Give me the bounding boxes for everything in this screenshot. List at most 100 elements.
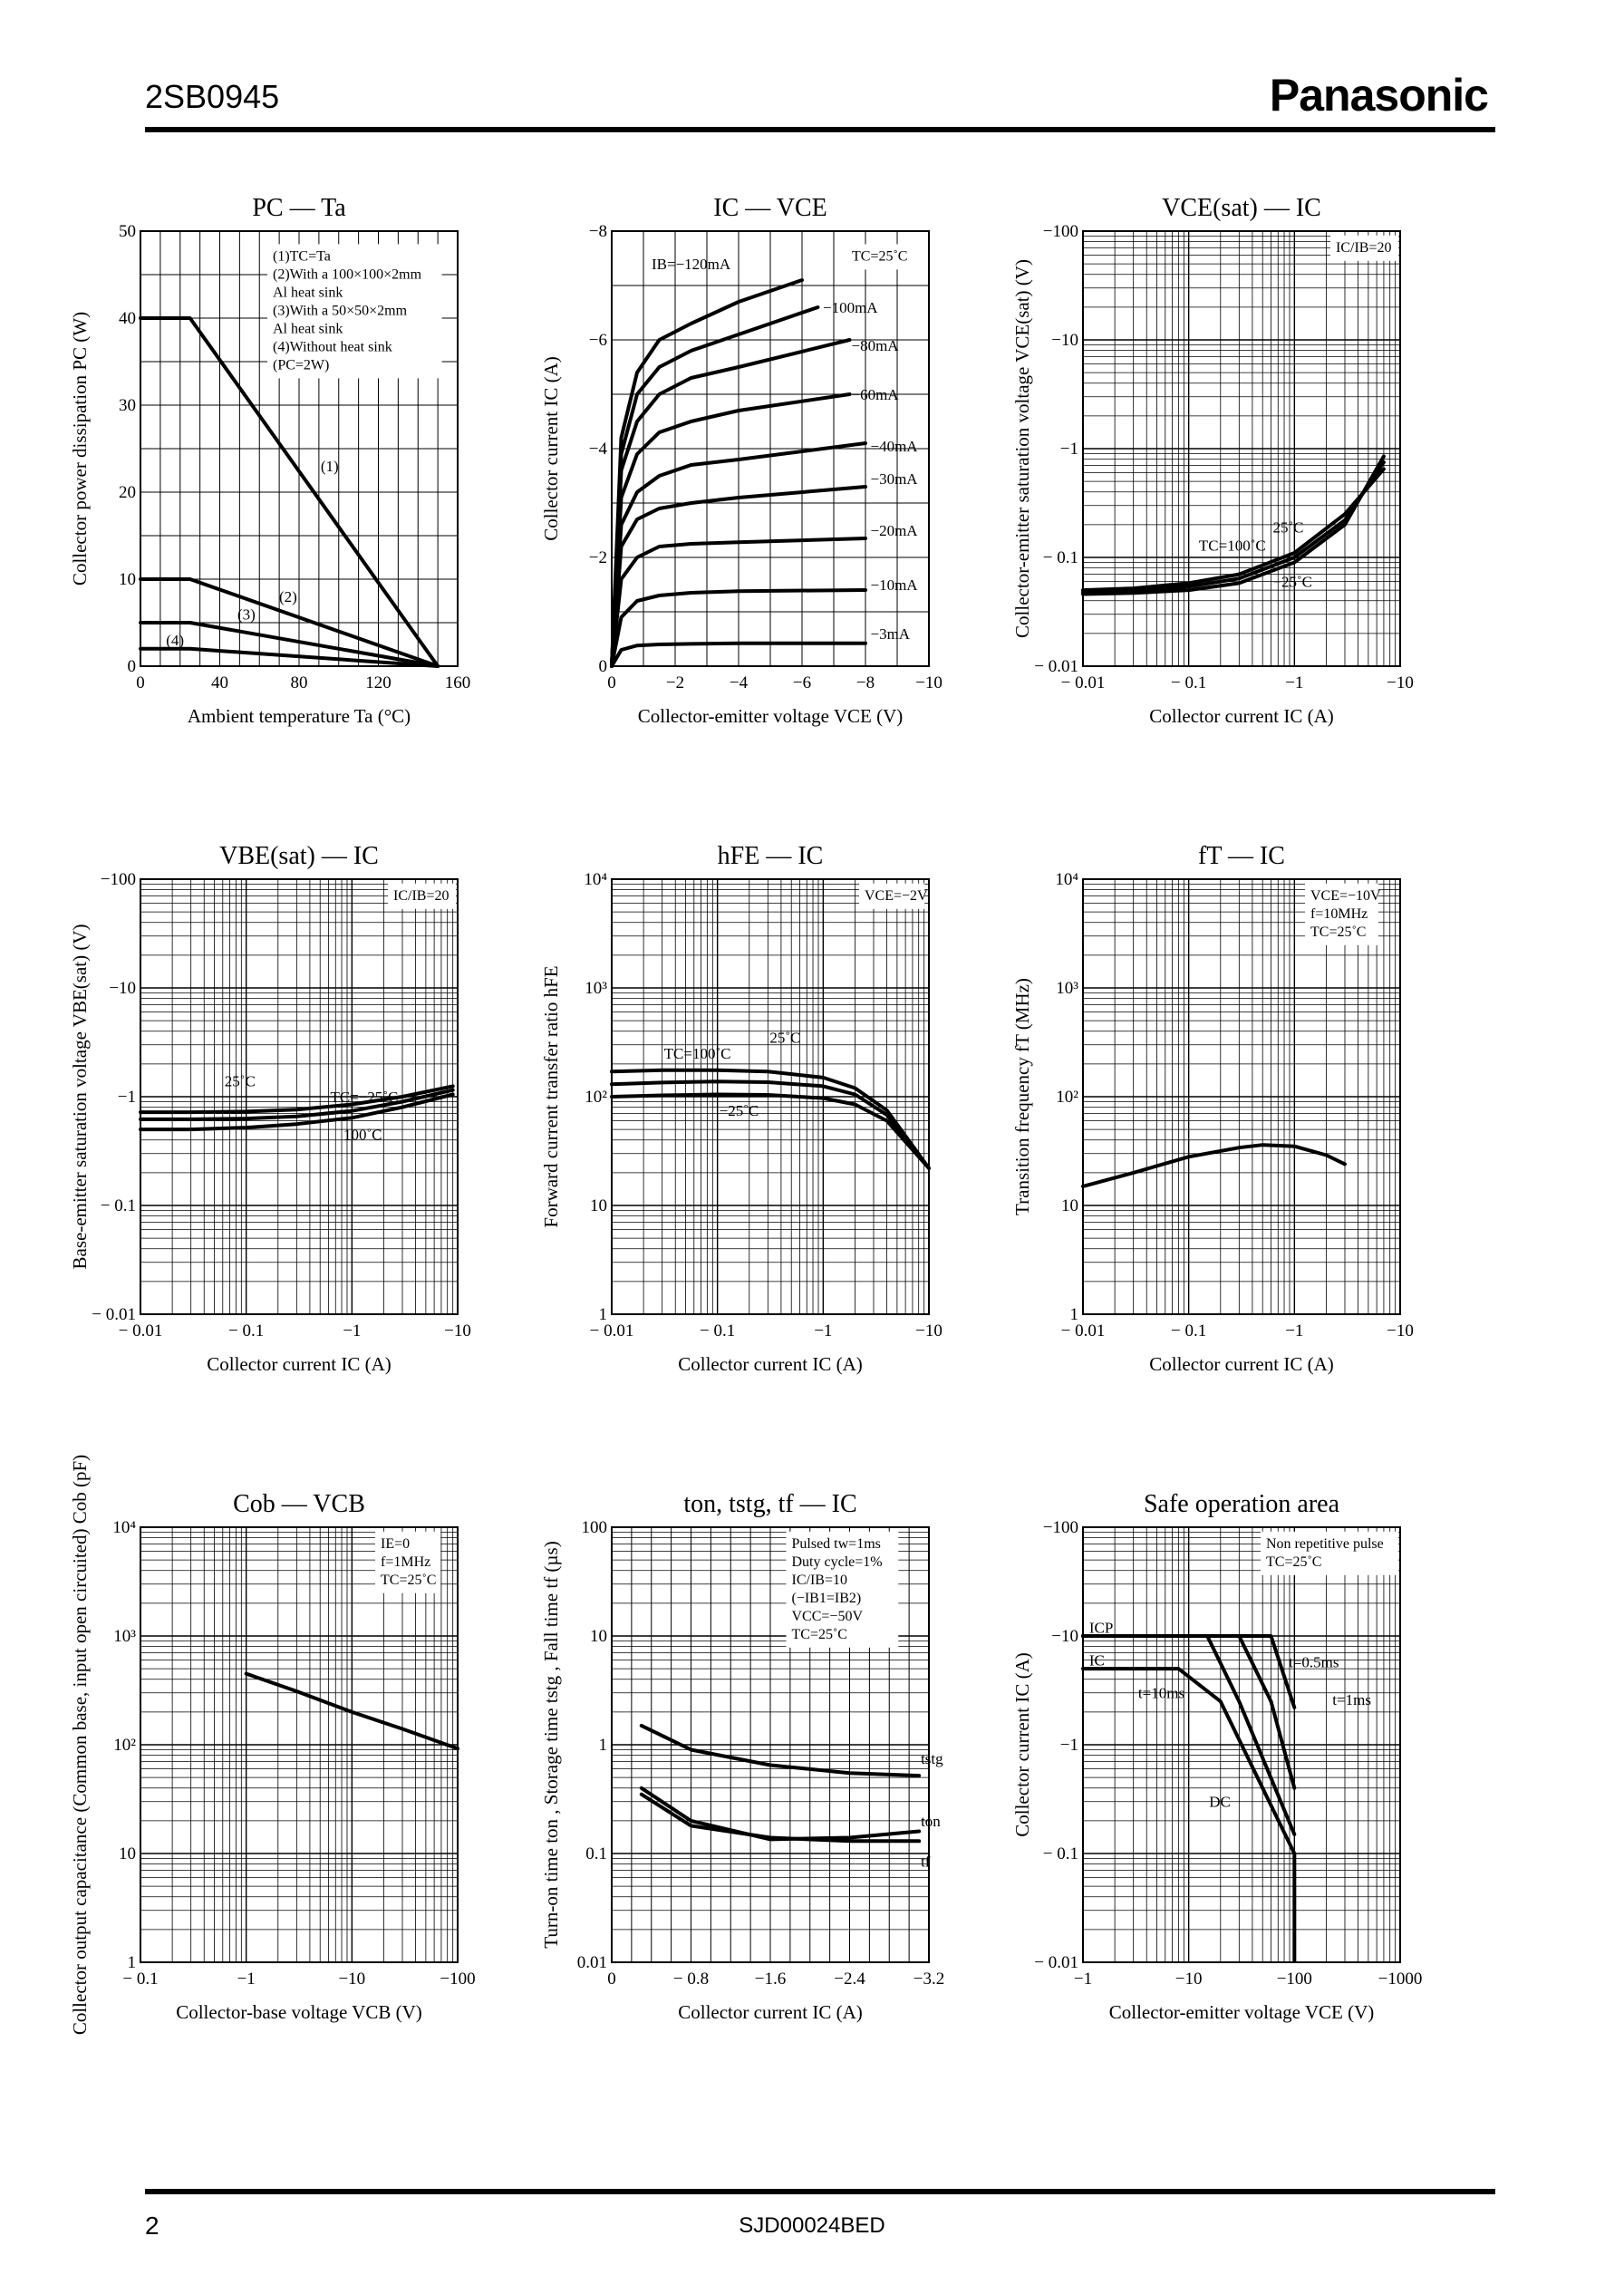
- y-tick-label: 100: [582, 1518, 608, 1537]
- y-tick-label: 10²: [113, 1736, 136, 1755]
- series-label: (4): [166, 632, 184, 649]
- x-tick-label: 80: [291, 673, 308, 692]
- chart-title: hFE — IC: [718, 842, 824, 870]
- y-tick-label: 10⁴: [584, 870, 607, 889]
- grid: [1082, 231, 1400, 667]
- y-tick-label: 10: [1061, 1196, 1078, 1215]
- series-line: [1081, 460, 1386, 595]
- y-tick-label: 0: [599, 657, 608, 676]
- x-tick-label: 160: [445, 673, 471, 692]
- y-tick-label: −6: [589, 331, 607, 350]
- y-tick-label: −1: [118, 1088, 136, 1107]
- y-axis-label: Base-emitter saturation voltage VBE(sat)…: [69, 924, 91, 1269]
- grid: [612, 1527, 929, 1963]
- x-axis-label: Collector-emitter voltage VCE (V): [1109, 2001, 1375, 2023]
- y-tick-label: 10⁴: [1055, 870, 1078, 889]
- y-tick-label: 10²: [585, 1088, 607, 1107]
- series-label: −25˚C: [720, 1102, 759, 1119]
- series-line: [139, 621, 440, 668]
- series-label: tstg: [921, 1750, 943, 1767]
- series-label: 25˚C: [1272, 519, 1303, 537]
- y-tick-label: − 0.01: [1034, 657, 1078, 676]
- y-tick-label: −10: [1051, 1627, 1078, 1646]
- chart-ic-vce: IC — VCE 0 −2 −4 −6 −8 −10 0 −2 −4 −6 −8 Collector-e…: [540, 194, 942, 727]
- x-tick-label: −6: [793, 673, 811, 692]
- x-axis-label: Ambient temperature Ta (°C): [188, 705, 411, 727]
- chart-title: Safe operation area: [1144, 1490, 1340, 1518]
- x-tick-label: −1: [1285, 1321, 1303, 1341]
- chart-ft-ic: fT — IC − 0.01 − 0.1 −1 −10 1 10 10² 10³ 10⁴ Colle…: [1011, 842, 1414, 1375]
- plot-frame: [1082, 230, 1401, 667]
- x-tick-label: −10: [1175, 1970, 1203, 1989]
- series-line: [610, 641, 867, 668]
- series-line: [139, 316, 440, 668]
- plot-frame: [140, 1526, 459, 1963]
- x-tick-label: −1000: [1378, 1970, 1423, 1989]
- x-tick-label: 120: [365, 673, 392, 692]
- y-axis-label: Transition frequency fT (MHz): [1011, 978, 1033, 1215]
- document-id: SJD00024BED: [739, 2213, 885, 2238]
- chart-cob-vcb: Cob — VCB − 0.1 −1 −10 −100 1 10 10² 10³ 10⁴ Colle…: [69, 1455, 476, 2035]
- chart-pc-ta: PC — Ta 0 40 80 120 160 0 10 20 30 40 50 Ambient tem…: [69, 194, 471, 727]
- x-tick-label: − 0.1: [1171, 673, 1206, 692]
- series-label: (3): [237, 605, 256, 623]
- y-tick-label: 0.1: [585, 1844, 607, 1863]
- series-line: [610, 338, 852, 668]
- series-label: 25˚C: [225, 1072, 256, 1089]
- legend-box: [267, 244, 442, 379]
- x-axis-label: Collector current IC (A): [1149, 1353, 1334, 1375]
- grid: [140, 1527, 458, 1963]
- y-tick-label: 0: [128, 657, 137, 676]
- x-tick-label: −1.6: [755, 1970, 786, 1989]
- y-tick-label: −1: [1060, 440, 1078, 459]
- series-label: −80mA: [852, 337, 900, 354]
- y-tick-label: 10: [119, 1844, 136, 1863]
- grid: [140, 879, 458, 1315]
- y-tick-label: −100: [101, 870, 136, 889]
- series-line: [244, 1671, 459, 1751]
- x-tick-label: 0: [136, 673, 145, 692]
- legend-box: [859, 883, 925, 909]
- y-tick-label: 40: [119, 309, 136, 328]
- x-tick-label: −10: [444, 1321, 471, 1341]
- legend-text: IC/IB=20: [1336, 240, 1391, 256]
- plot-frame: [611, 1526, 930, 1963]
- series-label: −25˚C: [1272, 574, 1312, 591]
- chart-switching-times: ton, tstg, tf — IC 0 − 0.8 −1.6 −2.4 −3.2 0.01…: [540, 1490, 944, 2023]
- legend-text: f=10MHz: [1310, 906, 1368, 922]
- legend-box: [846, 244, 913, 270]
- chart-vbesat-ic: VBE(sat) — IC − 0.01 − 0.1 −1 −10 − 0.01 − 0.1…: [69, 842, 471, 1375]
- plot-frame: [1082, 1526, 1401, 1963]
- series-line: [1081, 467, 1386, 593]
- series-label: 25˚C: [769, 1030, 800, 1047]
- y-axis-label: Forward current transfer ratio hFE: [540, 965, 562, 1227]
- series-label: t=0.5ms: [1289, 1653, 1339, 1670]
- x-tick-label: 0: [607, 1970, 616, 1989]
- series-line: [139, 646, 440, 668]
- y-tick-label: 10: [119, 570, 136, 589]
- x-tick-label: −1: [237, 1970, 256, 1989]
- legend-text: (−IB1=IB2): [792, 1591, 862, 1606]
- x-tick-label: −1: [814, 1321, 832, 1341]
- series-label: ICP: [1089, 1619, 1113, 1636]
- y-tick-label: 30: [119, 396, 136, 415]
- x-tick-label: − 0.01: [119, 1321, 163, 1341]
- footer-rule: [145, 2189, 1495, 2194]
- x-tick-label: − 0.1: [1171, 1321, 1206, 1341]
- legend-box: [1330, 235, 1398, 261]
- y-tick-label: −1: [1060, 1736, 1078, 1755]
- y-tick-label: −100: [1043, 1518, 1078, 1537]
- x-axis-label: Collector current IC (A): [207, 1353, 392, 1375]
- legend-text: Non repetitive pulse: [1266, 1536, 1384, 1552]
- legend-text: TC=25˚C: [1266, 1554, 1321, 1570]
- y-tick-label: 1: [599, 1305, 608, 1324]
- plot-frame: [611, 230, 930, 667]
- series-label: t=10ms: [1138, 1685, 1184, 1702]
- legend-text: VCC=−50V: [792, 1609, 864, 1624]
- chart-title: VBE(sat) — IC: [219, 842, 379, 870]
- series-line: [610, 305, 820, 668]
- legend-text: (3)With a 50×50×2mm: [273, 303, 408, 318]
- legend-text: IE=0: [381, 1536, 410, 1552]
- x-axis-label: Collector-emitter voltage VCE (V): [638, 705, 904, 727]
- y-tick-label: − 0.1: [1043, 548, 1078, 567]
